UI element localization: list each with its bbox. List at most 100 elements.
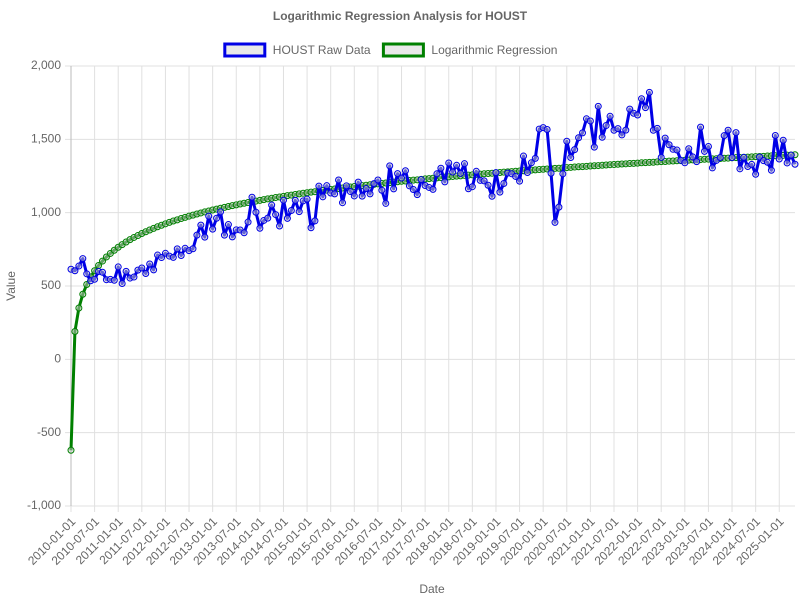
- data-point: [272, 211, 280, 219]
- data-point: [579, 129, 587, 137]
- data-point: [484, 181, 492, 189]
- data-point: [783, 159, 791, 167]
- data-point: [394, 170, 402, 178]
- data-point: [614, 125, 622, 133]
- data-point: [724, 126, 732, 134]
- data-point: [480, 177, 488, 185]
- data-point: [622, 126, 630, 134]
- data-point: [307, 224, 315, 232]
- data-point: [740, 153, 748, 161]
- data-point: [142, 270, 150, 278]
- y-tick-label: -500: [37, 425, 61, 439]
- data-point: [551, 218, 559, 226]
- legend-label: HOUST Raw Data: [273, 43, 371, 57]
- data-point: [67, 446, 75, 454]
- data-point: [468, 183, 476, 191]
- data-point: [496, 188, 504, 196]
- legend-label: Logarithmic Regression: [431, 43, 557, 57]
- data-point: [201, 233, 209, 241]
- data-point: [401, 167, 409, 175]
- data-point: [138, 264, 146, 272]
- data-point: [716, 154, 724, 162]
- data-point: [527, 159, 535, 167]
- data-point: [346, 188, 354, 196]
- data-point: [350, 192, 358, 200]
- data-point: [122, 267, 130, 275]
- data-point: [547, 169, 555, 177]
- data-point: [567, 154, 575, 162]
- data-point: [75, 304, 83, 312]
- data-point: [779, 136, 787, 144]
- data-point: [626, 105, 634, 113]
- data-point: [118, 280, 126, 288]
- data-point: [433, 170, 441, 178]
- data-point: [752, 170, 760, 178]
- data-point: [460, 160, 468, 168]
- data-point: [645, 88, 653, 96]
- data-point: [335, 176, 343, 184]
- chart-title: Logarithmic Regression Analysis for HOUS…: [273, 9, 528, 23]
- data-point: [295, 208, 303, 216]
- data-point: [732, 129, 740, 137]
- data-point: [71, 267, 79, 275]
- data-point: [173, 245, 181, 253]
- data-point: [665, 141, 673, 149]
- legend-swatch: [381, 42, 425, 58]
- data-point: [598, 133, 606, 141]
- data-point: [586, 117, 594, 125]
- legend-swatch: [223, 42, 267, 58]
- data-point: [763, 158, 771, 166]
- data-point: [91, 275, 99, 283]
- data-point: [701, 147, 708, 155]
- data-point: [378, 186, 386, 194]
- data-point: [287, 206, 295, 214]
- data-point: [594, 102, 602, 110]
- data-point: [248, 193, 256, 201]
- data-point: [681, 159, 689, 167]
- data-point: [98, 257, 106, 265]
- data-point: [457, 169, 465, 177]
- data-point: [638, 95, 646, 103]
- data-point: [279, 196, 287, 204]
- data-point: [217, 208, 225, 216]
- data-point: [429, 185, 437, 193]
- data-point: [283, 214, 291, 222]
- data-point: [268, 201, 276, 209]
- series-line: [69, 153, 796, 451]
- data-point: [634, 111, 642, 119]
- y-tick-label: 1,000: [31, 205, 61, 219]
- data-point: [358, 192, 366, 200]
- data-point: [531, 154, 539, 162]
- data-point: [472, 167, 480, 175]
- data-point: [543, 126, 551, 134]
- data-point: [240, 229, 248, 237]
- data-point: [374, 176, 382, 184]
- data-point: [169, 253, 177, 261]
- data-point: [209, 225, 217, 233]
- y-axis-title: Value: [4, 271, 18, 301]
- data-point: [339, 199, 346, 207]
- data-point: [775, 155, 783, 163]
- data-point: [413, 191, 421, 199]
- data-point: [197, 221, 205, 229]
- y-tick-label: 2,000: [31, 58, 61, 72]
- data-point: [130, 273, 138, 281]
- data-point: [342, 182, 350, 190]
- data-point: [331, 190, 339, 198]
- data-point: [697, 123, 705, 131]
- data-point: [276, 222, 284, 230]
- data-point: [264, 214, 272, 222]
- data-point: [736, 165, 744, 173]
- data-point: [291, 196, 299, 204]
- data-point: [791, 160, 799, 168]
- data-point: [575, 134, 583, 142]
- data-point: [523, 168, 531, 176]
- data-point: [449, 168, 457, 176]
- data-point: [382, 199, 390, 207]
- data-point: [409, 185, 417, 193]
- data-point: [661, 134, 669, 142]
- data-point: [488, 192, 496, 200]
- data-point: [79, 255, 87, 263]
- data-point: [720, 132, 728, 140]
